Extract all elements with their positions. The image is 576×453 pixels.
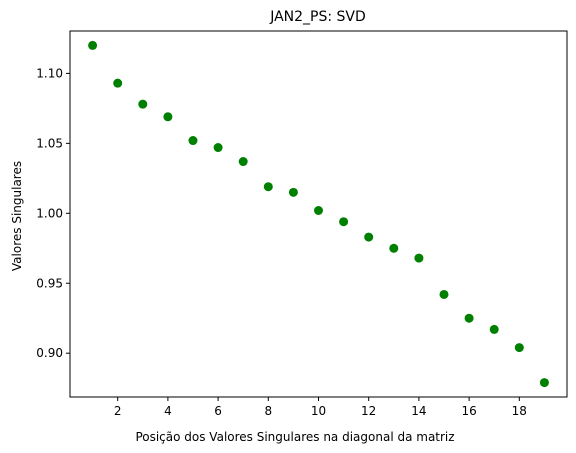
data-series [88,40,549,388]
data-point [489,324,499,334]
data-point [464,313,474,323]
data-point [339,217,349,227]
y-tick-label: 0.90 [36,346,63,360]
data-point [539,378,549,388]
data-point [263,182,273,192]
x-tick-label: 12 [361,404,376,418]
y-tick-label: 1.00 [36,206,63,220]
data-point [188,136,198,146]
chart-title: JAN2_PS: SVD [269,9,366,25]
data-point [213,143,223,153]
x-tick-label: 14 [411,404,426,418]
y-tick-label: 1.10 [36,66,63,80]
x-tick-label: 6 [214,404,222,418]
data-point [288,187,298,197]
x-axis: 2 4 6 8 10 12 14 16 18 [114,397,527,418]
x-axis-title: Posição dos Valores Singulares na diagon… [135,430,454,444]
y-axis-title: Valores Singulares [10,161,24,271]
data-point [113,78,123,88]
data-point [389,243,399,253]
data-point [314,206,323,216]
data-point [238,157,248,167]
y-axis: 0.90 0.95 1.00 1.05 1.10 [36,66,70,360]
x-tick-label: 18 [512,404,527,418]
x-tick-label: 8 [264,404,272,418]
x-tick-label: 4 [164,404,172,418]
data-point [138,99,148,109]
data-point [414,253,424,263]
x-tick-label: 16 [461,404,476,418]
data-point [514,343,524,353]
y-tick-label: 1.05 [36,136,63,150]
data-point [439,289,449,299]
x-tick-label: 2 [114,404,122,418]
data-point [163,112,173,122]
data-point [364,232,374,242]
y-tick-label: 0.95 [36,276,63,290]
data-point [88,40,98,50]
x-tick-label: 10 [311,404,326,418]
